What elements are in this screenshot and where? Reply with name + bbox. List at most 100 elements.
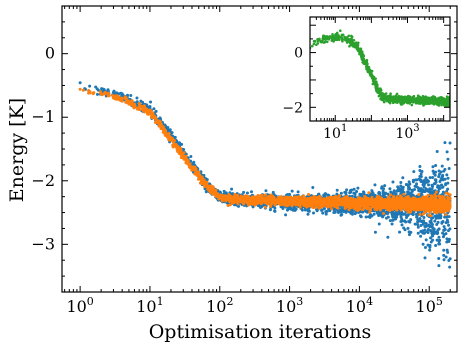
main-point <box>399 181 403 185</box>
main-point <box>422 185 426 189</box>
main-point <box>431 176 435 180</box>
main-point <box>152 107 156 111</box>
main-point <box>399 195 403 199</box>
main-point <box>437 235 441 239</box>
main-point <box>419 234 423 238</box>
main-point <box>400 217 404 221</box>
main-point <box>417 208 421 212</box>
main-point <box>418 217 422 221</box>
main-point <box>126 99 130 103</box>
main-point <box>192 160 196 164</box>
main-point <box>332 207 336 211</box>
main-point <box>401 176 405 180</box>
main-point <box>442 248 446 252</box>
main-point <box>364 215 368 219</box>
main-point <box>397 189 401 193</box>
main-point <box>142 105 146 109</box>
main-point <box>126 93 130 97</box>
main-point <box>423 211 427 215</box>
main-point <box>323 192 327 196</box>
main-point <box>383 184 387 188</box>
main-point <box>437 175 441 179</box>
main-point <box>398 197 402 201</box>
main-point <box>436 220 440 224</box>
main-point <box>352 187 356 191</box>
main-point <box>268 203 272 207</box>
main-point <box>350 203 354 207</box>
main-point <box>137 103 141 107</box>
main-point <box>112 89 116 93</box>
main-point <box>239 194 243 198</box>
main-point <box>407 219 411 223</box>
main-point <box>78 87 82 91</box>
main-point <box>312 211 316 215</box>
main-point <box>372 212 376 216</box>
main-point <box>430 216 434 220</box>
main-point <box>429 214 433 218</box>
main-point <box>434 195 438 199</box>
main-point <box>431 234 435 238</box>
main-point <box>317 206 321 210</box>
main-point <box>430 222 434 226</box>
main-point <box>422 231 426 235</box>
main-point <box>431 165 435 169</box>
main-point <box>376 212 380 216</box>
main-point <box>418 178 422 182</box>
main-point <box>435 238 439 242</box>
main-point <box>448 227 452 231</box>
main-point <box>249 190 253 194</box>
main-point <box>91 91 95 95</box>
main-point <box>412 170 416 174</box>
main-point <box>420 169 424 173</box>
main-point <box>128 102 132 106</box>
main-point <box>401 185 405 189</box>
main-point <box>171 145 175 149</box>
main-point <box>355 190 359 194</box>
main-point <box>423 228 427 232</box>
main-point <box>350 210 354 214</box>
main-point <box>324 212 328 216</box>
main-point <box>406 196 410 200</box>
main-point <box>95 92 99 96</box>
main-point <box>436 207 440 211</box>
main-point <box>416 223 420 227</box>
main-point <box>339 213 343 217</box>
main-point <box>138 105 142 109</box>
main-point <box>401 212 405 216</box>
main-point <box>437 172 441 176</box>
main-point <box>430 190 434 194</box>
main-point <box>430 225 434 229</box>
main-point <box>388 219 392 223</box>
main-point <box>441 174 445 178</box>
main-point <box>408 191 412 195</box>
main-point <box>427 183 431 187</box>
main-point <box>263 205 267 209</box>
main-point <box>377 201 381 205</box>
main-point <box>388 187 392 191</box>
main-point <box>415 215 419 219</box>
main-point <box>441 185 445 189</box>
main-point <box>88 91 92 95</box>
main-point <box>423 190 427 194</box>
main-point <box>208 182 212 186</box>
main-point <box>164 129 168 133</box>
main-point <box>426 224 430 228</box>
main-point <box>135 96 139 100</box>
main-point <box>431 169 435 173</box>
main-point <box>225 201 229 205</box>
main-point <box>444 213 448 217</box>
main-point <box>428 225 432 229</box>
main-point <box>392 189 396 193</box>
main-point <box>446 250 450 254</box>
main-point <box>279 195 283 199</box>
main-point <box>306 193 310 197</box>
main-point <box>106 91 110 95</box>
main-point <box>445 248 449 252</box>
main-point <box>447 215 451 219</box>
main-point <box>367 215 371 219</box>
main-point <box>110 93 114 97</box>
main-point <box>358 192 362 196</box>
main-point <box>438 238 442 242</box>
main-point <box>439 196 443 200</box>
